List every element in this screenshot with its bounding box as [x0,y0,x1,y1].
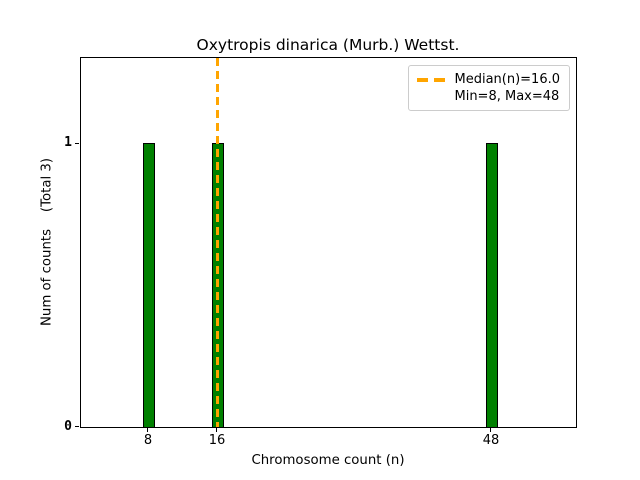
legend-row-minmax: Min=8, Max=48 [417,88,560,105]
xtick-mark-48 [490,428,491,432]
ytick-label-0: 0 [64,419,72,434]
bar-n8 [143,143,155,427]
xtick-label-8: 8 [143,433,153,448]
legend-box: Median(n)=16.0 Min=8, Max=48 [408,65,570,111]
xtick-label-48: 48 [482,433,500,448]
y-axis-label: Num of counts (Total 3) [39,157,55,327]
bar-n48 [486,143,498,427]
median-line [216,58,219,427]
median-dash-icon [417,77,446,82]
legend-median-label: Median(n)=16.0 [454,72,560,87]
legend-minmax-label: Min=8, Max=48 [454,89,560,104]
chart-title: Oxytropis dinarica (Murb.) Wettst. [196,36,460,54]
xtick-mark-16 [216,428,217,432]
xtick-mark-8 [147,428,148,432]
legend-row-median: Median(n)=16.0 [417,71,560,88]
plot-area: Median(n)=16.0 Min=8, Max=48 [80,57,577,428]
x-axis-label: Chromosome count (n) [251,453,405,468]
ytick-mark-0 [75,426,79,427]
ytick-mark-1 [75,143,79,144]
xtick-label-16: 16 [208,433,226,448]
ytick-label-1: 1 [64,135,72,150]
legend-marker-spacer [417,95,445,99]
